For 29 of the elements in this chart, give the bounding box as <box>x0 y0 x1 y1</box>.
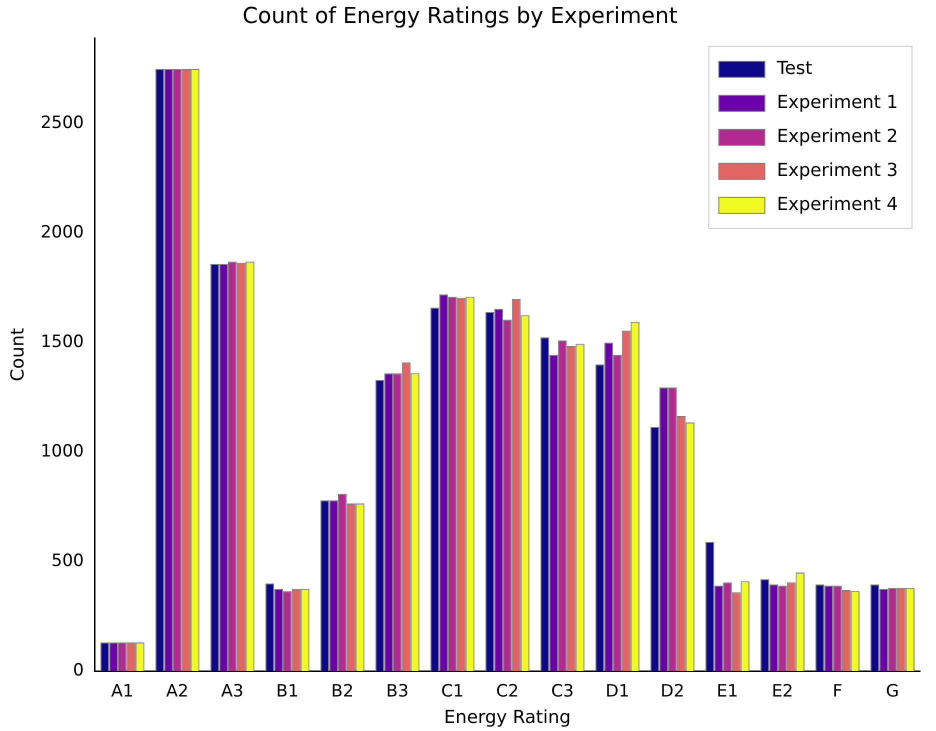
y-tick-label: 1000 <box>40 442 84 462</box>
x-tick-label: B2 <box>331 682 354 702</box>
x-tick-label: E1 <box>716 682 738 702</box>
x-tick-label: C2 <box>496 682 519 702</box>
x-tick-label: G <box>886 682 900 702</box>
x-tick-label: B3 <box>386 682 409 702</box>
y-tick-label: 0 <box>73 660 84 680</box>
legend-label: Experiment 1 <box>776 92 898 114</box>
x-tick-label: E2 <box>772 682 794 702</box>
x-tick-label: B1 <box>276 682 299 702</box>
legend-label: Experiment 4 <box>776 194 898 216</box>
legend-label: Test <box>776 58 812 80</box>
x-tick-label: C1 <box>441 682 464 702</box>
legend-label: Experiment 2 <box>776 126 898 148</box>
x-axis-title: Energy Rating <box>444 706 571 728</box>
y-axis-title: Count <box>7 328 28 382</box>
x-tick-label: A2 <box>166 682 189 702</box>
x-tick-label: F <box>832 682 842 702</box>
legend-label: Experiment 3 <box>776 160 898 182</box>
y-tick-label: 500 <box>51 550 84 571</box>
y-tick-label: 1500 <box>40 332 84 352</box>
x-tick-label: D1 <box>605 682 630 702</box>
x-tick-label: A1 <box>111 682 134 702</box>
y-tick-label: 2000 <box>40 222 84 243</box>
x-tick-label: D2 <box>660 682 684 702</box>
x-tick-label: C3 <box>551 682 574 702</box>
y-tick-label: 2500 <box>40 113 84 134</box>
chart-title: Count of Energy Ratings by Experiment <box>242 4 678 29</box>
x-tick-label: A3 <box>221 682 244 702</box>
